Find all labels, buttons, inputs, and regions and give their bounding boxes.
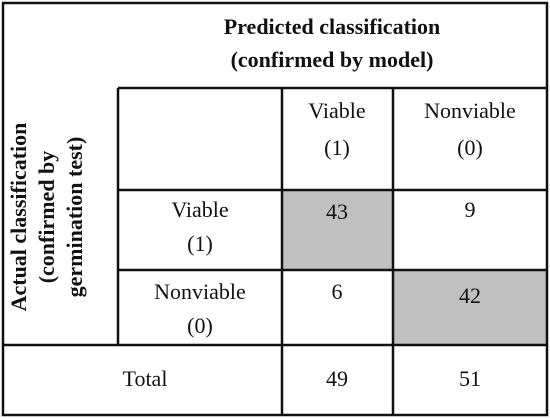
column-code: (0)	[457, 135, 483, 160]
row-header-line: Actual classification	[6, 123, 31, 312]
row-label: Nonviable	[154, 279, 246, 304]
total-value: 51	[459, 366, 481, 391]
total-value: 49	[326, 366, 348, 391]
cell-value: 6	[332, 279, 343, 304]
row-label: Viable	[171, 197, 228, 222]
column-header: Nonviable	[424, 98, 516, 123]
header-title: Predicted classification	[224, 14, 441, 39]
row-header-line: (confirmed by	[34, 151, 59, 284]
total-label: Total	[123, 366, 168, 391]
cell-value: 43	[326, 199, 348, 224]
highlight-cell	[393, 270, 547, 345]
cell-value: 42	[459, 283, 481, 308]
cell-value: 9	[465, 197, 476, 222]
row-header-title: Actual classification (confirmed by germ…	[6, 123, 87, 312]
row-header-line: germination test)	[62, 137, 87, 298]
column-header: Viable	[308, 98, 365, 123]
column-code: (1)	[324, 135, 350, 160]
row-code: (1)	[187, 231, 213, 256]
header-title: (confirmed by model)	[231, 47, 434, 72]
row-code: (0)	[187, 313, 213, 338]
highlight-cell	[282, 190, 393, 270]
